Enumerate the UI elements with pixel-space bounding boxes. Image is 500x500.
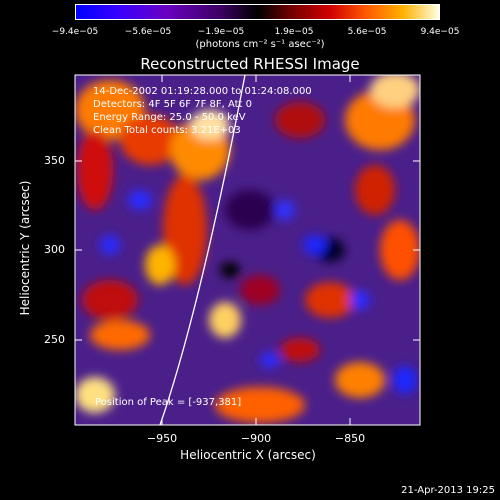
colorbar-unit: (photons cm⁻² s⁻¹ asec⁻²) — [195, 39, 325, 50]
x-tick: −850 — [334, 432, 366, 445]
y-tick: 350 — [44, 154, 65, 167]
colorbar-tick: 9.4e−05 — [420, 27, 460, 37]
x-axis-label: Heliocentric X (arcsec) — [180, 448, 316, 462]
colorbar-tick: −5.6e−05 — [124, 27, 172, 37]
info-detectors: Detectors: 4F 5F 6F 7F 8F, Att 0 — [93, 99, 253, 110]
y-tick: 250 — [44, 333, 65, 346]
colorbar-tick: −9.4e−05 — [51, 27, 99, 37]
y-axis-label: Heliocentric Y (arcsec) — [18, 180, 32, 316]
peak-position: Position of Peak = [-937,381] — [95, 397, 242, 408]
info-time: 14-Dec-2002 01:19:28.000 to 01:24:08.000 — [93, 86, 312, 97]
y-tick: 300 — [44, 243, 65, 256]
solar-limb-line — [159, 75, 246, 425]
colorbar-tick: 1.9e−05 — [274, 27, 314, 37]
colorbar — [75, 4, 440, 20]
colorbar-tick: −1.9e−05 — [197, 27, 245, 37]
rhessi-image — [75, 75, 420, 425]
colorbar-tick: 5.6e−05 — [347, 27, 387, 37]
axis-ticks — [75, 75, 420, 425]
x-tick: −950 — [146, 432, 178, 445]
x-tick: −900 — [240, 432, 272, 445]
info-clean: Clean Total counts: 3.21E+03 — [93, 125, 241, 136]
info-energy: Energy Range: 25.0 - 50.0 keV — [93, 112, 246, 123]
plot-title: Reconstructed RHESSI Image — [140, 55, 360, 73]
footer-date: 21-Apr-2013 19:25 — [401, 485, 495, 496]
